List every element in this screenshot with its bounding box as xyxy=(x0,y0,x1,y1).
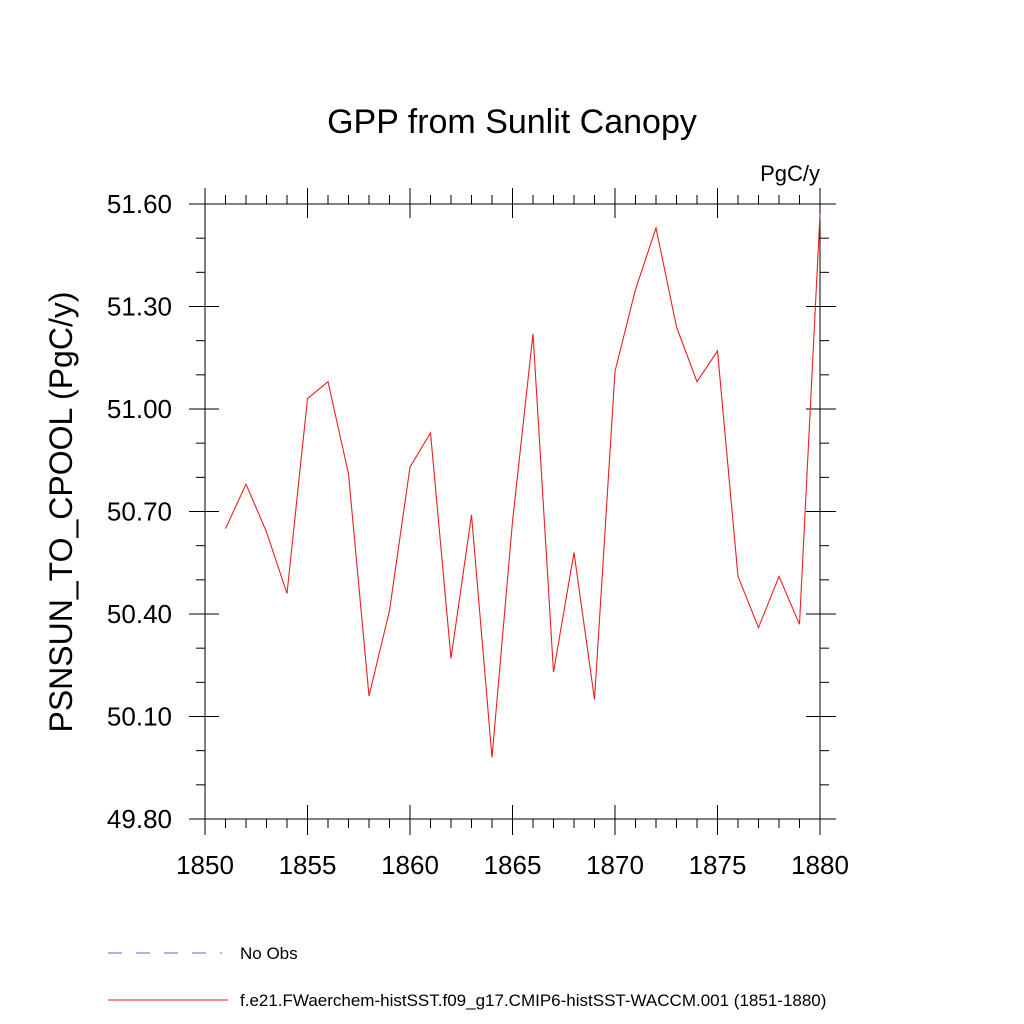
x-axis-ticks: 1850 1855 1860 1865 1870 1875 1880 xyxy=(176,188,849,880)
legend: No Obs f.e21.FWaerchem-histSST.f09_g17.C… xyxy=(108,944,826,1010)
x-tick-label: 1850 xyxy=(176,850,234,880)
y-tick-label: 51.00 xyxy=(107,394,172,424)
y-tick-label: 50.70 xyxy=(107,497,172,527)
x-tick-label: 1870 xyxy=(586,850,644,880)
y-axis-label: PSNSUN_TO_CPOOL (PgC/y) xyxy=(43,292,79,733)
y-tick-label: 50.10 xyxy=(107,702,172,732)
legend-model-label: f.e21.FWaerchem-histSST.f09_g17.CMIP6-hi… xyxy=(240,991,826,1010)
x-tick-label: 1865 xyxy=(484,850,542,880)
x-tick-label: 1880 xyxy=(791,850,849,880)
y-tick-label: 51.60 xyxy=(107,189,172,219)
units-label: PgC/y xyxy=(760,161,820,186)
plot-frame xyxy=(204,203,821,820)
x-tick-label: 1875 xyxy=(689,850,747,880)
x-tick-label: 1860 xyxy=(381,850,439,880)
series-layer xyxy=(225,214,821,758)
y-tick-label: 51.30 xyxy=(107,292,172,322)
y-tick-label: 50.40 xyxy=(107,599,172,629)
y-tick-label: 49.80 xyxy=(107,804,172,834)
legend-no-obs-label: No Obs xyxy=(240,944,298,963)
chart-title: GPP from Sunlit Canopy xyxy=(327,103,697,141)
plot-area xyxy=(204,203,821,820)
series-line-model xyxy=(225,214,821,758)
y-axis-ticks: 49.80 50.10 50.40 50.70 51.00 51.30 51.60 xyxy=(107,189,836,834)
x-tick-label: 1855 xyxy=(279,850,337,880)
